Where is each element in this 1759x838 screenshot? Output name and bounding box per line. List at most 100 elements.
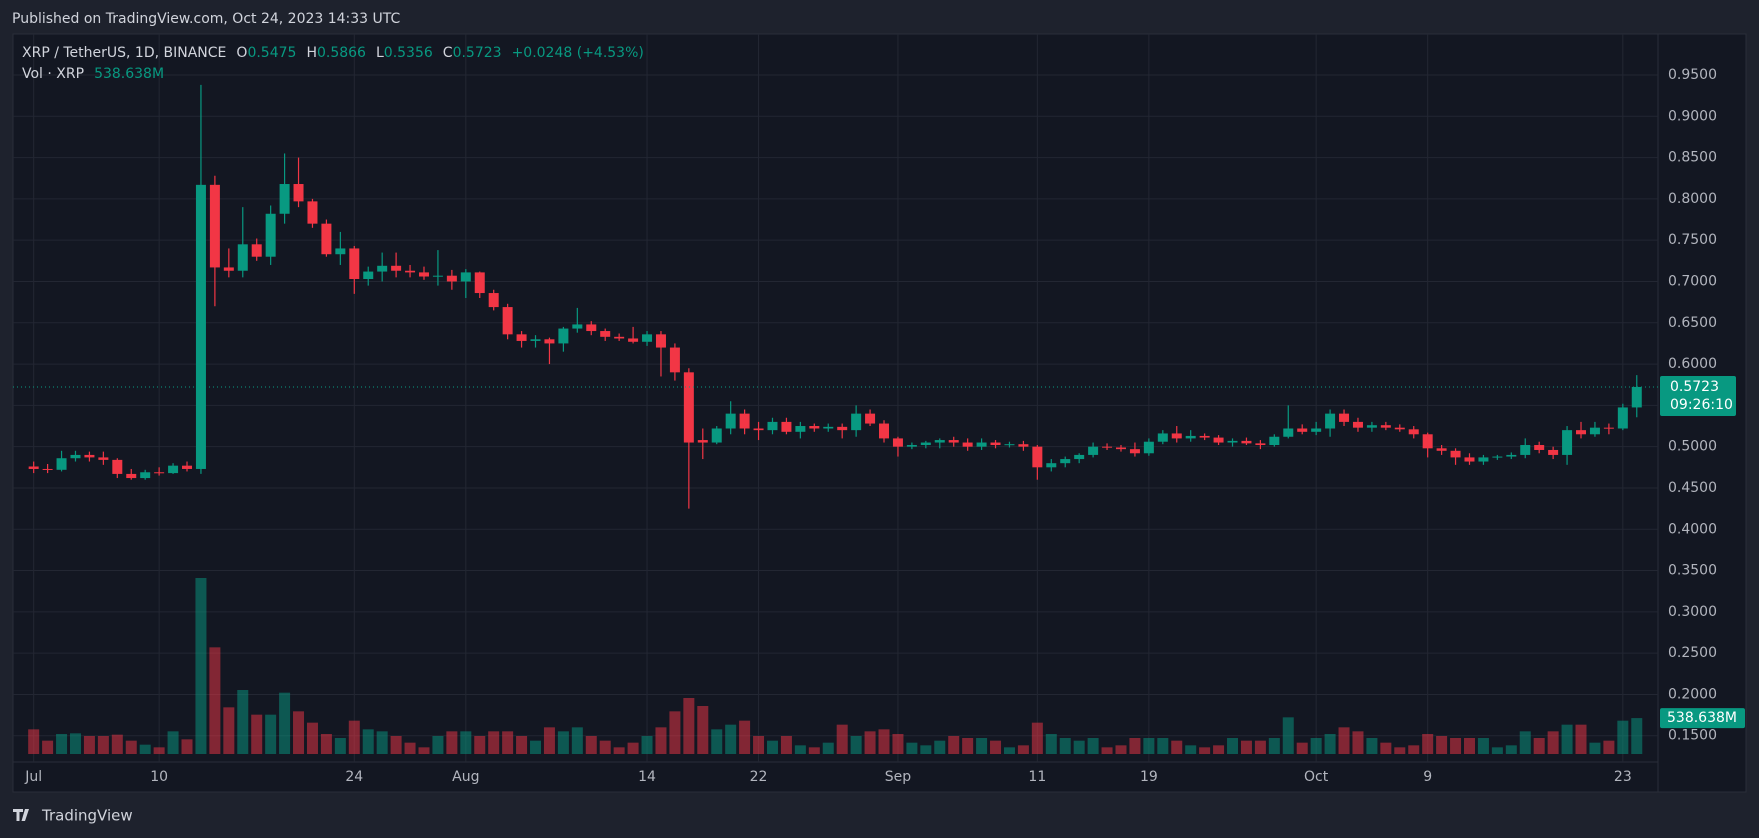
volume-bar: [460, 731, 472, 754]
volume-bar: [1463, 738, 1475, 754]
candle-body: [809, 426, 820, 429]
candle-body: [516, 334, 527, 341]
volume-bar: [446, 731, 458, 754]
volume-bar: [1017, 745, 1029, 754]
candle-body: [767, 421, 778, 431]
volume-bar: [306, 722, 318, 754]
volume-bar: [962, 738, 974, 754]
candle-body: [1088, 446, 1099, 455]
y-tick-label: 0.9500: [1668, 67, 1717, 83]
candle-body: [823, 426, 834, 429]
volume-bar: [683, 698, 695, 754]
x-tick-label: 24: [345, 769, 363, 785]
volume-pane: [28, 578, 1643, 754]
volume-bar: [474, 736, 486, 754]
volume-bar: [543, 727, 555, 754]
volume-bar: [1617, 720, 1629, 754]
candle-body: [432, 275, 443, 277]
volume-bar: [1394, 747, 1406, 754]
volume-bar: [990, 740, 1002, 754]
candle-body: [1617, 407, 1628, 429]
y-tick-label: 0.3000: [1668, 604, 1717, 620]
candle-body: [1366, 425, 1377, 428]
volume-bar: [293, 711, 305, 754]
y-tick-label: 0.2500: [1668, 645, 1717, 661]
published-line: Published on TradingView.com, Oct 24, 20…: [12, 11, 401, 27]
volume-bar: [390, 736, 402, 754]
volume-bar: [1380, 742, 1392, 754]
volume-bar: [1366, 738, 1378, 754]
volume-bar: [1157, 738, 1169, 754]
volume-bar: [1129, 738, 1141, 754]
candle-body: [140, 472, 151, 479]
candle-body: [265, 213, 276, 257]
volume-bar: [418, 747, 430, 754]
candle-body: [56, 458, 67, 470]
volume-axis-label: 538.638M: [1667, 710, 1737, 726]
candle-body: [1548, 449, 1559, 455]
volume-bar: [1450, 738, 1462, 754]
volume-bar: [780, 736, 792, 754]
x-tick-label: Oct: [1304, 769, 1329, 785]
candle-body: [1464, 457, 1475, 462]
volume-bar: [1519, 731, 1531, 754]
candle-body: [948, 440, 959, 443]
candle-body: [293, 184, 304, 202]
y-tick-label: 0.2000: [1668, 686, 1717, 702]
candle-body: [446, 275, 457, 282]
candle-body: [112, 459, 123, 474]
volume-bar: [1031, 722, 1043, 754]
candle-body: [614, 336, 625, 339]
volume-bar: [697, 706, 709, 754]
candle-body: [1394, 427, 1405, 430]
volume-bar: [1338, 727, 1350, 754]
x-tick-label: 9: [1423, 769, 1432, 785]
volume-bar: [404, 742, 416, 754]
volume-bar: [934, 740, 946, 754]
volume-bar: [1491, 747, 1503, 754]
candle-body: [530, 339, 541, 341]
volume-bar: [1282, 717, 1294, 754]
volume-bar: [864, 731, 876, 754]
volume-bar: [753, 736, 765, 754]
volume-bar: [279, 692, 291, 754]
candle-body: [739, 413, 750, 429]
y-tick-label: 0.4000: [1668, 521, 1717, 537]
chart-frame: [12, 33, 1747, 793]
y-tick-label: 0.8000: [1668, 191, 1717, 207]
candle-body: [1213, 437, 1224, 443]
candle-body: [1589, 427, 1600, 435]
candle-body: [1255, 443, 1266, 446]
candle-body: [154, 472, 165, 474]
volume-bar: [557, 731, 569, 754]
volume-bar: [1115, 745, 1127, 754]
volume-bar: [153, 747, 165, 754]
candle-body: [1129, 449, 1140, 454]
candle-body: [962, 442, 973, 447]
x-tick-label: 22: [750, 769, 768, 785]
volume-bar: [502, 731, 514, 754]
candle-body: [1325, 413, 1336, 429]
volume-label-box: [1660, 708, 1745, 729]
volume-bar: [28, 729, 40, 754]
volume-bar: [1422, 734, 1434, 754]
candles: [28, 84, 1642, 509]
volume-bar: [613, 747, 625, 754]
volume-legend: Vol · XRP 538.638M: [22, 66, 164, 82]
candle-body: [544, 339, 555, 344]
volume-bar: [585, 736, 597, 754]
y-tick-label: 0.5000: [1668, 439, 1717, 455]
y-tick-label: 0.6500: [1668, 315, 1717, 331]
candle-body: [1352, 421, 1363, 428]
c-letter: C: [443, 45, 453, 61]
volume-bar: [251, 714, 263, 754]
candle-body: [795, 426, 806, 432]
volume-bar: [376, 731, 388, 754]
h-letter: H: [306, 45, 317, 61]
candle-body: [363, 271, 374, 280]
volume-bar: [920, 745, 932, 754]
y-tick-label: 0.6000: [1668, 356, 1717, 372]
candle-body: [28, 466, 39, 469]
candle-body: [1492, 456, 1503, 458]
